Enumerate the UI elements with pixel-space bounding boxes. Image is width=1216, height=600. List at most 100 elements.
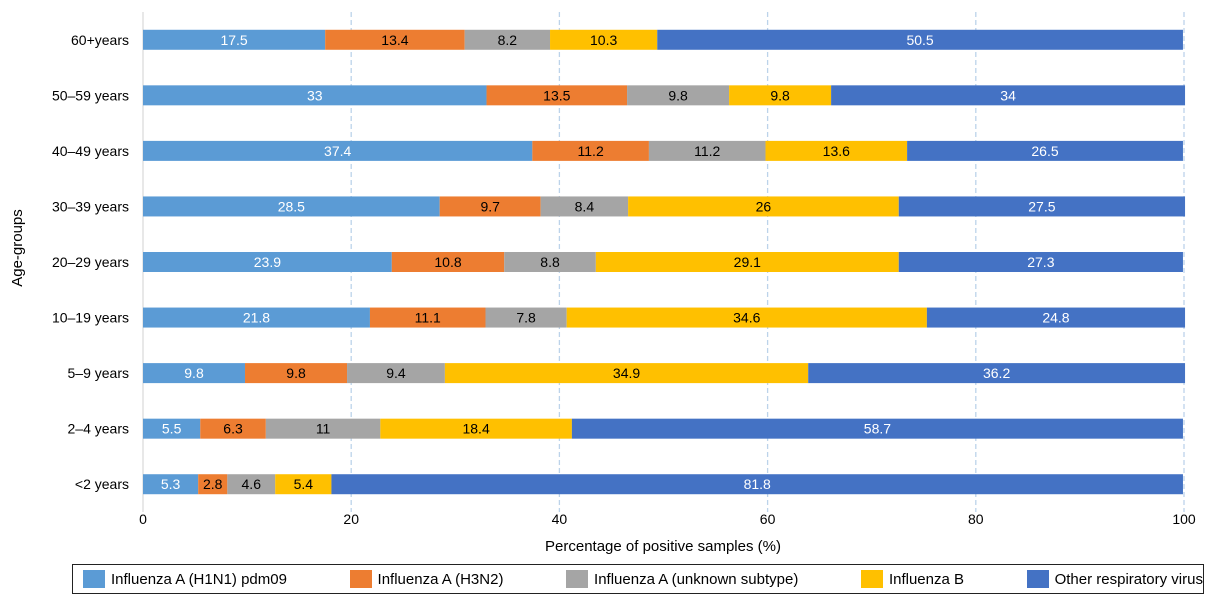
data-label: 8.4	[575, 198, 595, 214]
bar-segment	[831, 85, 1186, 106]
bar-segment	[143, 140, 533, 161]
x-tick-label: 0	[139, 511, 147, 527]
category-label: 60+years	[71, 32, 129, 48]
data-label: 36.2	[983, 365, 1010, 381]
data-label: 81.8	[744, 476, 771, 492]
bar-segment	[532, 140, 649, 161]
legend-item: Influenza B	[860, 570, 964, 588]
legend-item: Influenza A (H1N1) pdm09	[83, 570, 287, 588]
data-label: 6.3	[223, 421, 243, 437]
x-tick-label: 100	[1172, 511, 1196, 527]
data-label: 9.7	[480, 198, 500, 214]
bar-segment	[227, 474, 276, 495]
legend-label: Other respiratory virus	[1054, 570, 1203, 588]
bar-segment	[504, 252, 596, 272]
bar-segment	[540, 196, 629, 217]
data-label: 5.4	[294, 476, 314, 492]
data-label: 13.4	[381, 32, 408, 48]
legend-item: Influenza A (H3N2)	[349, 570, 504, 588]
bar-segment	[245, 363, 348, 384]
data-label: 11.1	[415, 310, 441, 326]
stacked-bar-chart: 17.5 13.4 8.2 10.3 50.5 33 13.5 9.8 9.8 34 37.4 11.…	[9, 12, 1196, 555]
legend-swatch	[349, 570, 372, 588]
bar-segment	[464, 29, 551, 50]
data-label: 5.5	[162, 421, 182, 437]
data-label: 21.8	[243, 310, 270, 326]
data-label: 18.4	[462, 421, 489, 437]
bar-segment	[907, 140, 1183, 161]
bar-segment	[485, 307, 567, 328]
data-label: 13.6	[823, 143, 850, 159]
data-label: 9.8	[770, 87, 790, 103]
data-label: 8.8	[540, 254, 560, 270]
category-label: 2–4 years	[68, 421, 129, 437]
data-label: 10.3	[590, 32, 617, 48]
bar-segment	[369, 307, 486, 328]
bar-segment	[380, 418, 572, 439]
bar-segment	[439, 196, 541, 217]
category-label: <2 years	[75, 476, 129, 492]
data-label: 27.5	[1028, 198, 1055, 214]
bar-segment	[898, 196, 1186, 217]
bar-segment	[628, 196, 899, 217]
category-label: 50–59 years	[52, 87, 129, 103]
legend-item: Influenza A (unknown subtype)	[566, 570, 798, 588]
legend-swatch	[83, 570, 105, 588]
bar-segment	[444, 363, 809, 384]
data-label: 9.4	[386, 365, 406, 381]
bar-segment	[325, 29, 465, 50]
bar-segment	[486, 85, 628, 106]
bar-segment	[627, 85, 730, 106]
y-axis-title: Age-groups	[9, 209, 26, 287]
data-label: 37.4	[324, 143, 351, 159]
legend-label: Influenza A (H1N1) pdm09	[111, 570, 287, 588]
bar-segment	[595, 252, 899, 272]
bar-segment	[143, 85, 487, 106]
bar-segment	[808, 363, 1186, 384]
category-labels: 60+years 50–59 years 40–49 years 30–39 year…	[52, 32, 129, 492]
data-label: 2.8	[203, 476, 223, 492]
data-label: 11.2	[694, 143, 720, 159]
data-label: 34	[1000, 87, 1016, 103]
bar-segment	[143, 196, 440, 217]
bar-segment	[729, 85, 832, 106]
data-label: 4.6	[242, 476, 262, 492]
data-label: 13.5	[543, 87, 570, 103]
category-label: 10–19 years	[52, 310, 129, 326]
bar-segment	[265, 418, 381, 439]
bar-segment	[143, 418, 201, 439]
legend-swatch	[566, 570, 589, 588]
data-label: 11.2	[578, 143, 604, 159]
category-label: 5–9 years	[68, 365, 129, 381]
bar-segment	[566, 307, 927, 328]
data-label: 17.5	[220, 32, 247, 48]
data-label: 5.3	[161, 476, 181, 492]
legend-item: Other respiratory virus	[1026, 570, 1203, 588]
data-label: 9.8	[286, 365, 306, 381]
bar-segment	[143, 29, 326, 50]
data-label: 34.9	[613, 365, 640, 381]
legend-label: Influenza A (H3N2)	[377, 570, 504, 588]
x-axis-title: Percentage of positive samples (%)	[545, 538, 781, 555]
data-label: 9.8	[668, 87, 688, 103]
data-label: 58.7	[864, 421, 891, 437]
data-label: 10.8	[434, 254, 461, 270]
data-label: 9.8	[184, 365, 204, 381]
bar-segment	[143, 363, 246, 384]
x-tick-label: 80	[968, 511, 984, 527]
x-tick-label: 20	[343, 511, 359, 527]
bar-segment	[550, 29, 658, 50]
x-tick-label: 60	[760, 511, 776, 527]
category-label: 20–29 years	[52, 254, 129, 270]
data-label: 24.8	[1042, 310, 1069, 326]
bar-segment	[765, 140, 908, 161]
bar-segment	[657, 29, 1183, 50]
legend: Influenza A (H1N1) pdm09 Influenza A (H3N…	[72, 564, 1204, 594]
data-label: 27.3	[1027, 254, 1054, 270]
data-label: 23.9	[254, 254, 281, 270]
bar-segment	[347, 363, 445, 384]
data-label: 28.5	[278, 198, 305, 214]
data-label: 11	[316, 421, 331, 437]
bar-segment	[143, 474, 199, 495]
bar-segment	[648, 140, 766, 161]
